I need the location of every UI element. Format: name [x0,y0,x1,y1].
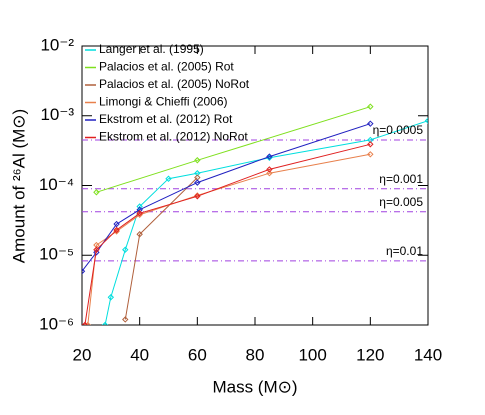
series-marker [136,203,143,210]
series-marker [367,151,374,158]
series-marker [113,220,120,228]
legend-label: Langer et al. (1995) [99,42,204,56]
threshold-label: η=0.01 [386,244,423,258]
series-marker [194,192,201,199]
y-tick-label: 10⁻³ [40,105,74,124]
x-tick-label: 120 [356,345,384,364]
series-line [104,120,428,325]
y-tick-label: 10⁻⁵ [39,245,74,264]
series-marker [107,294,115,301]
series-marker [165,175,172,182]
threshold-label: η=0.0005 [373,123,424,137]
threshold-label: η=0.001 [379,172,423,186]
legend-label: Palacios et al. (2005) Rot [99,60,234,74]
series-marker [136,210,143,217]
y-tick-label: 10⁻⁶ [39,314,74,333]
series-line [87,153,371,325]
series-line [124,177,198,320]
x-tick-label: 60 [188,345,207,364]
series-marker [82,268,86,275]
series-marker [93,189,100,196]
legend-label: Palacios et al. (2005) NoRot [99,77,250,91]
legend-label: Ekstrom et al. (2012) Rot [99,112,233,126]
y-tick-label: 10⁻⁴ [39,175,74,194]
series-marker [136,206,143,213]
series-marker [113,226,120,234]
series-line [84,143,371,325]
x-tick-label: 20 [73,345,92,364]
series-marker [367,103,374,110]
series-marker [101,321,109,325]
series-line [96,106,371,193]
y-axis-label: Amount of ²⁶Al (M⊙) [9,109,28,263]
x-tick-label: 140 [414,345,442,364]
series-marker [266,153,273,160]
series-marker [367,120,374,127]
series-marker [122,246,129,253]
y-tick-label: 10⁻² [40,35,74,54]
plot-area [82,103,428,325]
series-marker [194,157,201,164]
legend-label: Limongi & Chieffi (2006) [99,95,228,109]
series-marker [266,170,273,177]
series-marker [367,141,374,148]
x-axis-label: Mass (M⊙) [212,377,297,396]
x-tick-label: 40 [130,345,149,364]
legend-label: Ekstrom et al. (2012) NoRot [99,130,248,144]
series-marker [194,193,201,200]
series-marker [266,166,273,173]
series-marker [424,117,428,124]
series-marker [136,231,143,238]
series-marker [82,321,89,325]
x-tick-label: 80 [246,345,265,364]
threshold-label: η=0.005 [379,195,423,209]
series-marker [93,246,100,253]
x-tick-label: 100 [298,345,326,364]
series-marker [194,179,201,186]
series-marker [93,249,100,256]
series-marker [122,316,129,323]
